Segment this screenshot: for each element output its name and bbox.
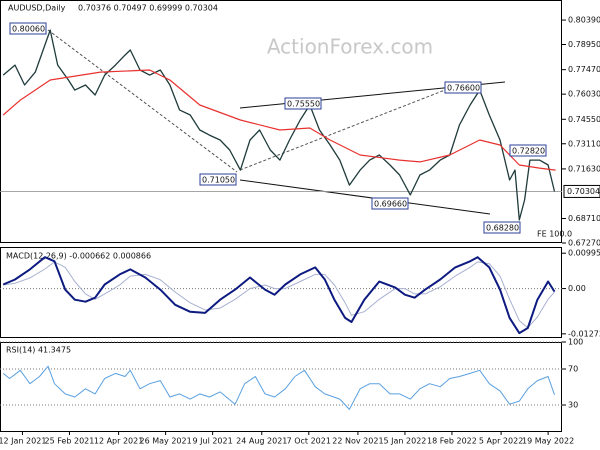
- panel-border: [0, 0, 562, 243]
- y-tick-label: 0.73110: [568, 139, 600, 148]
- y-tick-label: -0.012735: [568, 329, 600, 338]
- y-tick-label: 70: [568, 365, 578, 374]
- price-label: 0.80060: [12, 25, 45, 34]
- price-label-box: [284, 97, 322, 110]
- ohlc-header: 0.70376 0.70497 0.69999 0.70304: [78, 4, 218, 13]
- y-tick-label: 0.68710: [568, 214, 600, 223]
- last-price-label: 0.70304: [567, 187, 600, 196]
- panel-title: RSI(14) 41.3475: [6, 346, 71, 355]
- y-tick-label: 0.67270: [568, 239, 600, 248]
- y-tick-label: 0.00: [568, 284, 586, 293]
- panel-border: [0, 247, 562, 338]
- y-tick-label: 30: [568, 401, 578, 410]
- x-tick-label: 26 May 2021: [140, 437, 192, 446]
- series-line: [2, 365, 555, 410]
- trend-line: [239, 89, 446, 171]
- panel-title: MACD(12,26,9) -0.000662 0.000866: [6, 252, 151, 261]
- panel-border: [0, 342, 562, 432]
- x-tick-label: 18 Feb 2022: [427, 437, 477, 446]
- price-label: 0.69660: [374, 200, 407, 209]
- price-label: 0.71050: [202, 176, 235, 185]
- series-line: [3, 261, 555, 329]
- chart-title: AUDUSD,Daily: [8, 4, 66, 13]
- trend-line: [47, 29, 238, 173]
- price-label-box: [371, 197, 409, 210]
- x-tick-label: 24 Aug 2021: [236, 437, 287, 446]
- price-label: 0.68280: [486, 224, 519, 233]
- y-tick-label: 0.71630: [568, 164, 600, 173]
- price-label-box: [483, 221, 521, 234]
- x-tick-label: 9 Jul 2021: [193, 437, 233, 446]
- x-tick-label: 19 May 2022: [522, 437, 574, 446]
- fe-note: FE 100.0: [537, 230, 572, 239]
- x-tick-label: 12 Apr 2021: [94, 437, 143, 446]
- y-tick-label: 0.80390: [568, 16, 600, 25]
- price-label: 0.75550: [287, 100, 320, 109]
- y-tick-label: 100: [568, 338, 583, 347]
- watermark: ActionForex.com: [267, 35, 433, 59]
- last-price-box: [563, 184, 600, 198]
- y-tick-label: 0.78950: [568, 40, 600, 49]
- price-label-box: [444, 81, 482, 94]
- y-tick-label: 0.74550: [568, 115, 600, 124]
- x-tick-label: 22 Nov 2021: [332, 437, 383, 446]
- x-tick-label: 5 Apr 2022: [479, 437, 523, 446]
- y-tick-label: 0.009954: [568, 249, 600, 258]
- price-label: 0.76600: [447, 84, 480, 93]
- series-line: [2, 69, 556, 171]
- price-label-box: [509, 144, 547, 157]
- price-label-box: [9, 22, 47, 35]
- x-tick-label: 12 Jan 2021: [0, 437, 46, 446]
- price-label: 0.72820: [512, 147, 545, 156]
- x-tick-label: 7 Oct 2021: [287, 437, 331, 446]
- x-tick-label: 5 Jan 2022: [384, 437, 427, 446]
- y-tick-label: 0.76030: [568, 90, 600, 99]
- trend-line: [239, 179, 491, 215]
- price-label-box: [199, 173, 237, 186]
- x-tick-label: 25 Feb 2021: [45, 437, 95, 446]
- series-line: [2, 29, 556, 221]
- y-tick-label: 0.77470: [568, 65, 600, 74]
- series-line: [2, 256, 556, 335]
